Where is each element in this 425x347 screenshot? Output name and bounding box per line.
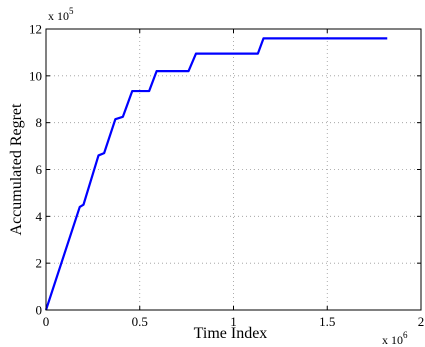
y-tick-label: 2 xyxy=(36,256,43,271)
y-axis-multiplier: x 105 xyxy=(48,6,74,23)
series-layer xyxy=(44,37,388,311)
y-multiplier-exponent: 5 xyxy=(69,6,74,16)
y-tick-label: 4 xyxy=(36,209,43,224)
x-tick-label: 1 xyxy=(230,314,237,329)
x-tick-label: 0 xyxy=(43,314,50,329)
y-multiplier-base: x 10 xyxy=(48,9,69,23)
y-tick-label: 0 xyxy=(36,303,43,318)
x-multiplier-base: x 10 xyxy=(382,333,403,347)
regret-series-line xyxy=(44,37,388,311)
y-tick-label: 6 xyxy=(36,162,43,177)
x-tick-label: 0.5 xyxy=(132,314,148,329)
grid-lines xyxy=(46,29,421,310)
y-tick-label: 12 xyxy=(29,22,42,37)
x-tick-label: 2 xyxy=(418,314,425,329)
x-axis-multiplier: x 106 xyxy=(382,330,408,347)
y-axis-title: Accumulated Regret xyxy=(8,103,25,236)
x-axis-title: Time Index xyxy=(194,325,268,342)
x-tick-label: 1.5 xyxy=(319,314,335,329)
x-multiplier-exponent: 6 xyxy=(403,330,408,340)
y-tick-label: 10 xyxy=(29,68,42,83)
tick-layer: 0 0.5 1 1.5 2 0 2 4 6 8 10 12 xyxy=(29,22,424,330)
y-tick-label: 8 xyxy=(36,115,43,130)
